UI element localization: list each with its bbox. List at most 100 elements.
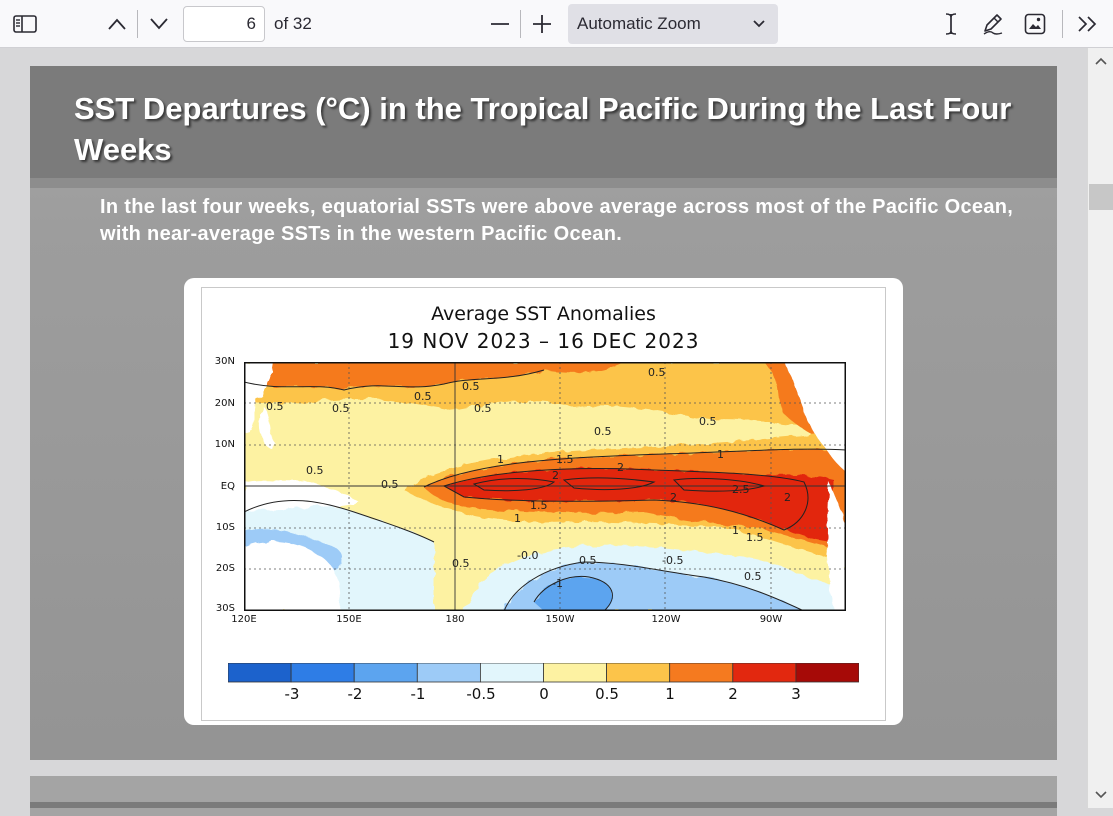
zoom-select[interactable]: Automatic Zoom: [568, 4, 778, 44]
next-pdf-page: [30, 776, 1057, 816]
contour-label: 0.5: [414, 390, 432, 403]
contour-label: 1.5: [530, 499, 548, 512]
contour-label: 0.5: [579, 554, 597, 567]
contour-label: -1: [552, 577, 563, 590]
colorbar-swatch: [416, 663, 481, 683]
contour-label: 1.5: [746, 531, 764, 544]
contour-label: 1: [514, 512, 521, 525]
contour-label: 0.5: [699, 415, 717, 428]
land-south-america: [826, 482, 846, 611]
contour-label: 0.5: [452, 557, 470, 570]
colorbar-label: 3: [791, 685, 801, 703]
contour-label: 1: [497, 453, 504, 466]
chevron-down-icon: [753, 20, 765, 28]
anomaly-field-east-core: [714, 474, 834, 542]
zoom-out-button[interactable]: [486, 0, 514, 48]
scroll-up-arrow-icon[interactable]: [1088, 50, 1113, 72]
scroll-down-arrow-icon[interactable]: [1088, 784, 1113, 806]
map-graticule: [244, 362, 846, 611]
colorbar-swatch: [479, 663, 544, 683]
next-page-title-bar: [30, 802, 1057, 808]
colorbar-swatch: [732, 663, 797, 683]
land-australia: [244, 540, 341, 611]
toolbar-separator: [1062, 10, 1063, 38]
slide-title: SST Departures (°C) in the Tropical Paci…: [74, 91, 1012, 167]
insert-image-icon[interactable]: [1021, 0, 1049, 48]
text-select-tool-icon[interactable]: [938, 0, 964, 48]
y-tick-label: 30S: [215, 603, 235, 614]
scrollbar-thumb[interactable]: [1089, 184, 1113, 210]
colorbar-label: -3: [284, 685, 300, 703]
y-tick-label: 20N: [214, 398, 235, 409]
colorbar-label: 0: [539, 685, 549, 703]
map-frame: [244, 362, 846, 611]
chart-subtitle: 19 NOV 2023 – 16 DEC 2023: [387, 329, 700, 353]
sst-anomaly-map: 0.5 0.5 0.5 0.5 0.5 0.5 0.5 0.5 0.5 0.5 …: [244, 362, 846, 611]
previous-page-button[interactable]: [102, 0, 132, 48]
slide-title-bar: [30, 66, 1057, 178]
contour-label: 0.5: [332, 402, 350, 415]
contour-label: 2: [784, 491, 791, 504]
contour-label: 1: [732, 524, 739, 537]
chart-title: Average SST Anomalies: [431, 303, 656, 325]
x-tick-label: 150E: [336, 614, 362, 625]
land-indonesia: [244, 480, 359, 512]
contour-lines: [244, 369, 846, 611]
contour-label: 1: [717, 448, 724, 461]
slide-divider-band: [30, 178, 1057, 188]
land-philippines: [259, 407, 276, 448]
toolbar-separator: [520, 10, 521, 38]
x-tick-label: 120E: [231, 614, 257, 625]
contour-label: 2: [552, 469, 559, 482]
land-americas: [784, 362, 846, 472]
slide-subtitle: In the last four weeks, equatorial SSTs …: [100, 196, 1014, 245]
colorbar-label: 1: [665, 685, 675, 703]
pdf-toolbar: of 32 Automatic Zoom: [0, 0, 1113, 48]
contour-labels: 0.5 0.5 0.5 0.5 0.5 0.5 0.5 0.5 0.5 0.5 …: [266, 366, 791, 590]
figure-frame: [201, 287, 886, 721]
vertical-scrollbar[interactable]: [1087, 48, 1113, 808]
colorbar: [228, 663, 859, 683]
contour-label: 0.5: [266, 400, 284, 413]
contour-label: 0.5: [744, 570, 762, 583]
contour-label: 0.5: [474, 402, 492, 415]
y-tick-label: 10N: [214, 439, 235, 450]
x-tick-label: 150W: [545, 614, 575, 625]
draw-pen-icon[interactable]: [979, 0, 1007, 48]
zoom-select-value: Automatic Zoom: [577, 14, 701, 33]
colorbar-label: 0.5: [595, 685, 619, 703]
next-page-button[interactable]: [144, 0, 174, 48]
x-tick-label: 180: [445, 614, 465, 625]
zoom-in-button[interactable]: [528, 0, 556, 48]
contour-label: 2: [617, 461, 624, 474]
colorbar-swatch: [795, 663, 859, 683]
colorbar-label: 2: [728, 685, 738, 703]
contour-label: -0.5: [662, 554, 683, 567]
page-count-label: of 32: [274, 14, 312, 33]
colorbar-label: -2: [347, 685, 363, 703]
sidebar-toggle-icon[interactable]: [8, 0, 42, 48]
page-number-input[interactable]: [183, 6, 265, 42]
contour-label: 0.5: [648, 366, 666, 379]
colorbar-label: -1: [410, 685, 426, 703]
contour-label: 0.5: [381, 478, 399, 491]
contour-label: 2.5: [732, 483, 750, 496]
toolbar-separator: [137, 10, 138, 38]
colorbar-swatch: [606, 663, 671, 683]
contour-label: 0.5: [462, 380, 480, 393]
contour-label: -0.0: [517, 549, 538, 562]
y-tick-label: 30N: [214, 356, 235, 367]
colorbar-swatch: [290, 663, 355, 683]
x-tick-label: 90W: [759, 614, 783, 625]
colorbar-swatch: [543, 663, 607, 683]
colorbar-label: -0.5: [466, 685, 496, 703]
contour-label: 0.5: [306, 464, 324, 477]
colorbar-swatch: [353, 663, 418, 683]
x-tick-label: 120W: [651, 614, 681, 625]
y-tick-label: EQ: [220, 481, 235, 492]
tools-menu-chevrons-icon[interactable]: [1072, 0, 1104, 48]
anomaly-field-south-cold: [534, 576, 613, 611]
contour-label: 0.5: [594, 425, 612, 438]
y-tick-label: 20S: [215, 563, 235, 574]
colorbar-swatch: [228, 663, 292, 683]
